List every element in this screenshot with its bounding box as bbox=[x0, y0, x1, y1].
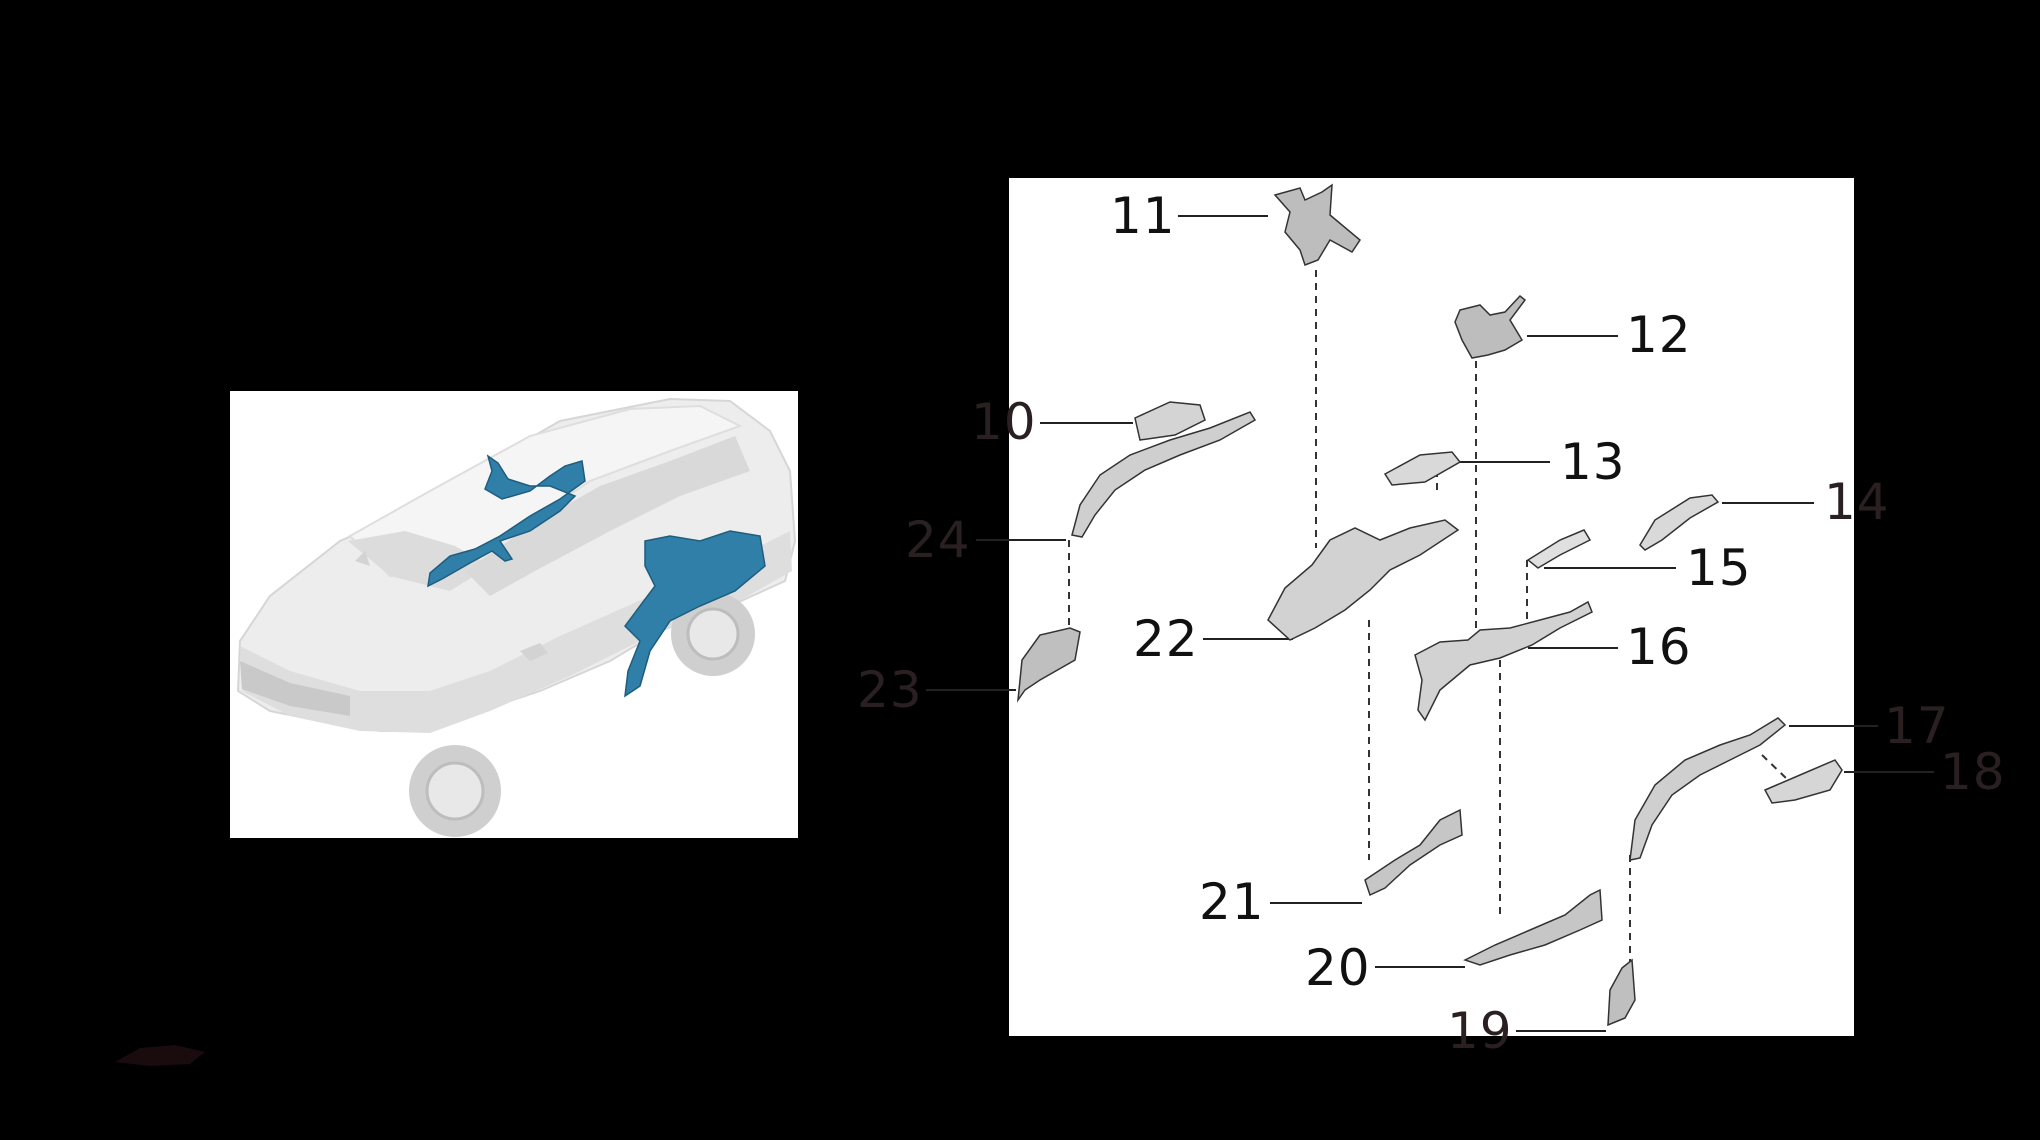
exploded-parts-panel bbox=[1009, 178, 1854, 1036]
callout-17: 17 bbox=[1884, 697, 1950, 755]
assembly-dashes bbox=[1068, 270, 1789, 980]
part-22 bbox=[1267, 519, 1460, 641]
callout-14: 14 bbox=[1824, 473, 1890, 531]
callout-12: 12 bbox=[1626, 306, 1692, 364]
part-15 bbox=[1526, 529, 1592, 569]
part-20 bbox=[1463, 888, 1603, 966]
part-13 bbox=[1383, 451, 1462, 486]
suv-body-isometric-icon bbox=[236, 397, 797, 837]
vehicle-overview-panel bbox=[230, 391, 798, 838]
callout-22: 22 bbox=[1133, 610, 1199, 668]
part-23 bbox=[1016, 627, 1081, 703]
callout-20: 20 bbox=[1305, 939, 1371, 997]
leader-lines bbox=[926, 215, 1934, 1032]
part-18 bbox=[1763, 759, 1843, 804]
part-14 bbox=[1639, 494, 1720, 551]
callout-23: 23 bbox=[857, 661, 923, 719]
part-16 bbox=[1414, 600, 1593, 722]
part-10 bbox=[1134, 401, 1206, 441]
callout-24: 24 bbox=[905, 511, 971, 569]
part-24 bbox=[1071, 411, 1257, 538]
callout-16: 16 bbox=[1626, 618, 1692, 676]
callout-13: 13 bbox=[1560, 433, 1626, 491]
callout-21: 21 bbox=[1199, 873, 1265, 931]
part-12 bbox=[1454, 294, 1527, 359]
callout-11: 11 bbox=[1110, 187, 1176, 245]
callout-19: 19 bbox=[1447, 1002, 1513, 1060]
callout-15: 15 bbox=[1686, 539, 1752, 597]
part-19 bbox=[1607, 958, 1636, 1027]
callout-10: 10 bbox=[971, 393, 1037, 451]
callout-18: 18 bbox=[1940, 743, 2006, 801]
part-17 bbox=[1629, 717, 1787, 861]
part-21 bbox=[1364, 808, 1463, 897]
dash-17-18 bbox=[1761, 754, 1789, 781]
part-11 bbox=[1273, 183, 1361, 266]
logo-mark-icon bbox=[115, 1045, 205, 1066]
